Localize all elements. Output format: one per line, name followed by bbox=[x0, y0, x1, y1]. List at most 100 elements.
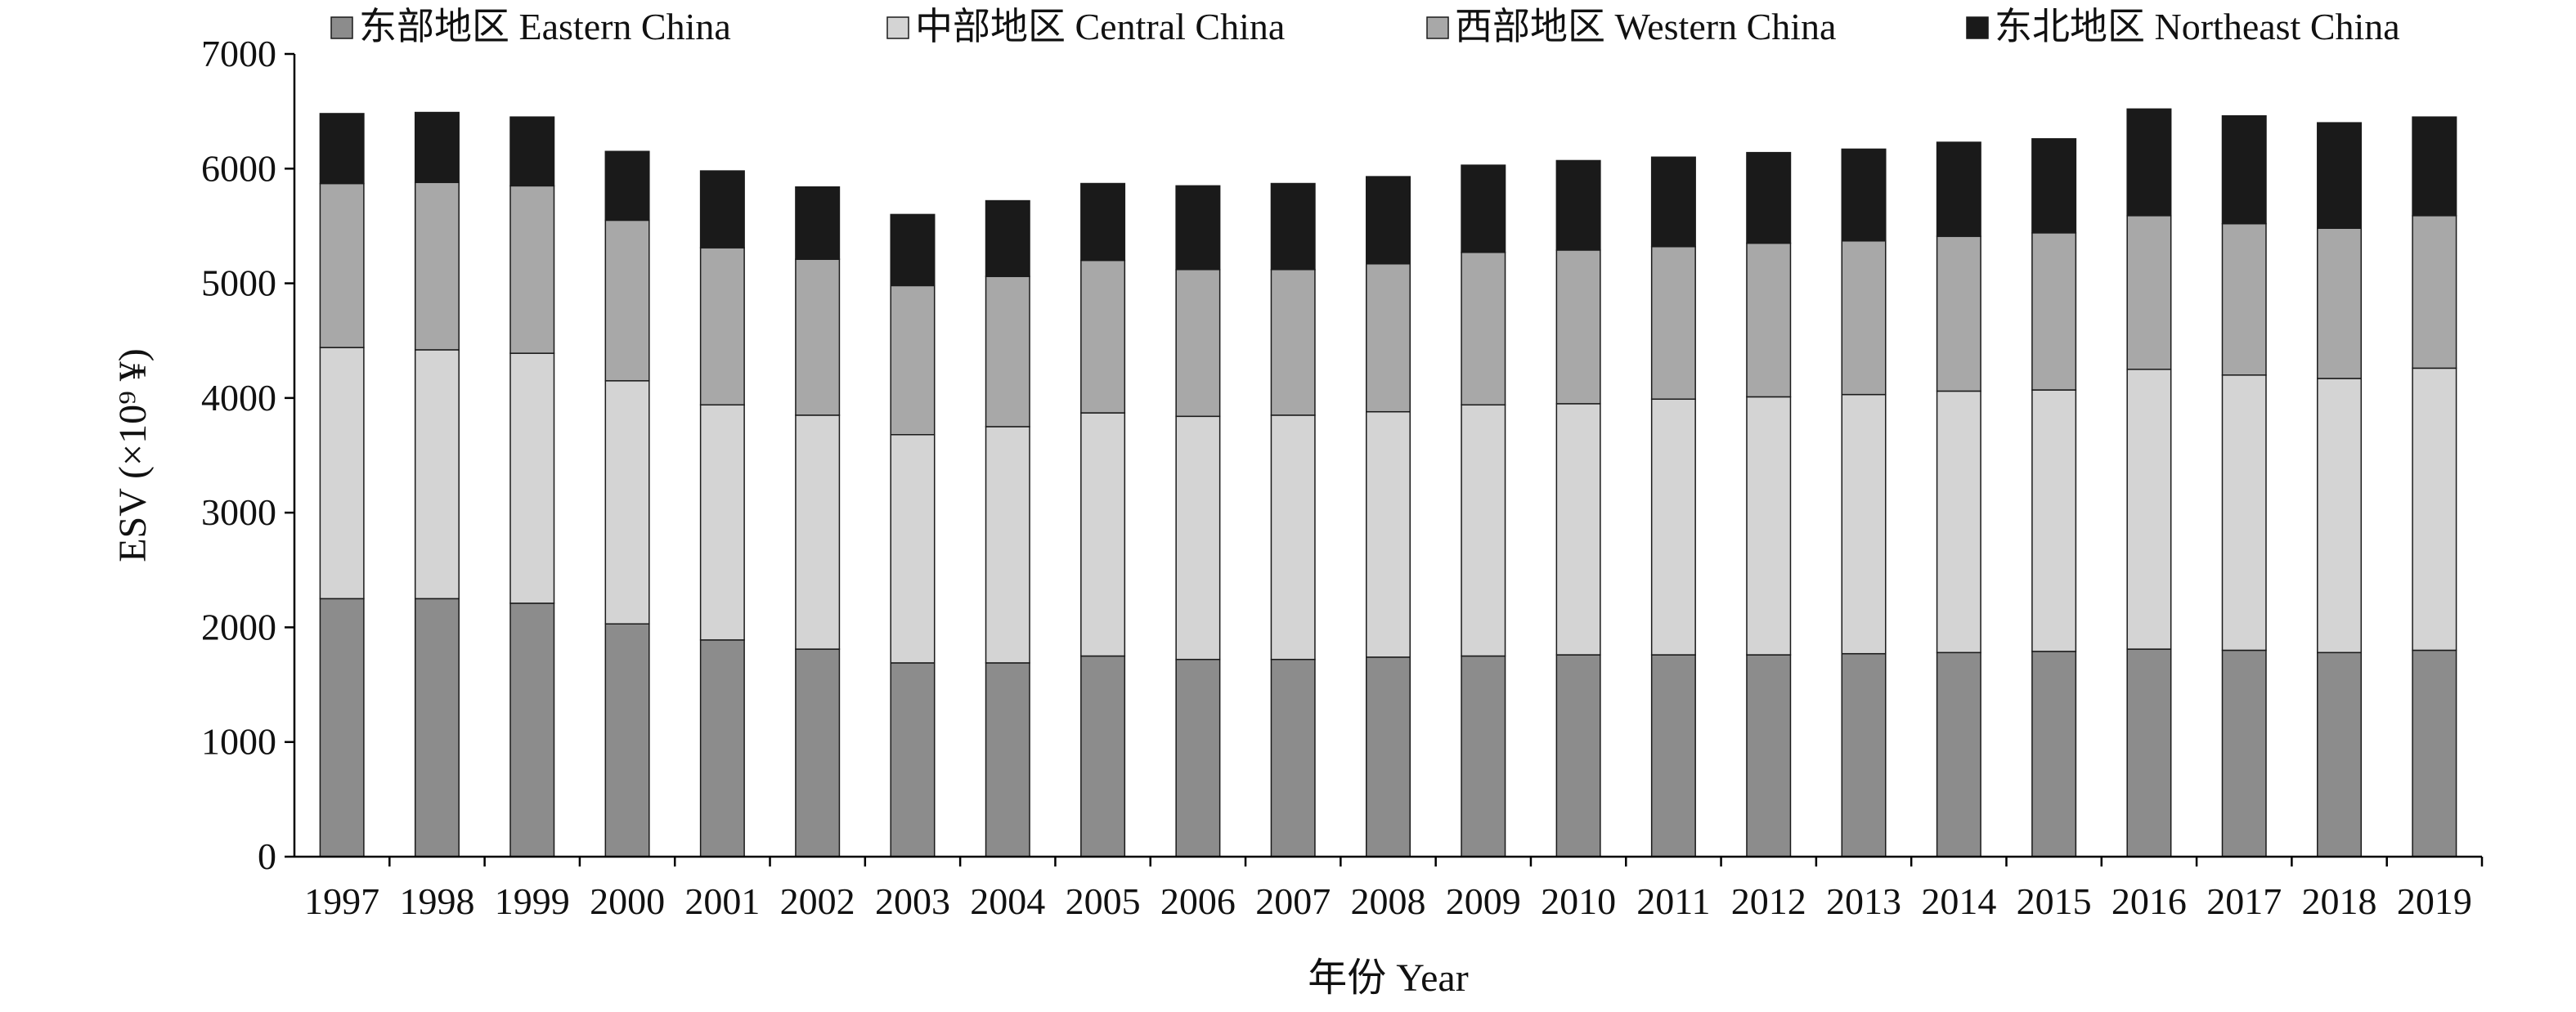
legend: 东部地区 Eastern China 中部地区 Central China 西部地区… bbox=[330, 6, 2400, 47]
bar-segment-1-2017 bbox=[2221, 649, 2267, 858]
x-tick-label-2018: 2018 bbox=[2302, 880, 2377, 922]
x-tick-label-1999: 1999 bbox=[495, 880, 570, 922]
x-tick-label-2004: 2004 bbox=[970, 880, 1045, 922]
bar-segment-1-2006 bbox=[1175, 658, 1221, 858]
x-tick-label-2008: 2008 bbox=[1351, 880, 1426, 922]
bar-segment-2-2009 bbox=[1461, 404, 1506, 657]
x-tick-label-2012: 2012 bbox=[1731, 880, 1806, 922]
bar-segment-2-2004 bbox=[985, 426, 1030, 664]
bar-segment-2-2007 bbox=[1270, 414, 1316, 660]
bar-segment-2-1999 bbox=[509, 352, 555, 604]
bar-segment-2-2005 bbox=[1080, 412, 1126, 657]
bar-segment-3-2004 bbox=[985, 275, 1030, 428]
legend-label-3: 西部地区 Western China bbox=[1455, 6, 1836, 47]
bar-segment-4-1999 bbox=[509, 116, 555, 187]
bar-segment-3-2012 bbox=[1746, 242, 1792, 398]
x-tick-label-2009: 2009 bbox=[1446, 880, 1521, 922]
bar-segment-1-1998 bbox=[414, 598, 460, 858]
y-tick-label: 1000 bbox=[201, 721, 276, 763]
y-tick-label: 4000 bbox=[201, 377, 276, 419]
bar-segment-3-2019 bbox=[2412, 215, 2457, 369]
bar-segment-1-1999 bbox=[509, 602, 555, 858]
bar-segment-1-2007 bbox=[1270, 658, 1316, 858]
bar-segment-1-2004 bbox=[985, 662, 1030, 858]
legend-label-2: 中部地区 Central China bbox=[915, 6, 1285, 47]
bar-segment-2-2012 bbox=[1746, 396, 1792, 656]
bar-segment-2-2013 bbox=[1841, 393, 1887, 655]
bar-segment-3-2010 bbox=[1555, 249, 1601, 405]
bar-segment-3-2007 bbox=[1270, 268, 1316, 416]
bar-segment-4-2014 bbox=[1936, 141, 1981, 237]
x-tick-label-2010: 2010 bbox=[1541, 880, 1616, 922]
y-tick-label: 7000 bbox=[201, 33, 276, 74]
x-tick-label-2011: 2011 bbox=[1636, 880, 1710, 922]
legend-swatch-4 bbox=[1966, 16, 1989, 39]
bar-segment-4-2012 bbox=[1746, 151, 1792, 244]
bar-segment-1-2015 bbox=[2031, 651, 2077, 858]
bar-segment-4-2009 bbox=[1461, 164, 1506, 253]
bar-segment-3-2009 bbox=[1461, 251, 1506, 406]
x-tick-label-2005: 2005 bbox=[1066, 880, 1141, 922]
y-tick-label: 0 bbox=[258, 835, 276, 877]
bar-segment-2-2011 bbox=[1650, 398, 1696, 656]
bar-segment-2-2017 bbox=[2221, 374, 2267, 652]
bar-segment-1-2018 bbox=[2317, 652, 2363, 858]
x-tick-label-2019: 2019 bbox=[2397, 880, 2472, 922]
bar-segment-4-2005 bbox=[1080, 182, 1126, 262]
bar-segment-4-2003 bbox=[890, 213, 936, 287]
bar-segment-1-2012 bbox=[1746, 654, 1792, 858]
x-tick-label-2000: 2000 bbox=[590, 880, 665, 922]
bar-segment-4-2018 bbox=[2317, 122, 2363, 229]
bar-segment-3-2003 bbox=[890, 284, 936, 436]
bar-segment-4-2008 bbox=[1366, 176, 1411, 265]
x-axis-title: 年份 Year bbox=[1308, 956, 1468, 1000]
bar-segment-1-2000 bbox=[604, 623, 650, 858]
y-tick-label: 6000 bbox=[201, 147, 276, 189]
x-tick-label-1997: 1997 bbox=[304, 880, 379, 922]
x-axis-ticks: 1997 1998 1999 2000 2001 2002 2003 2004 2005 2006… bbox=[304, 857, 2484, 922]
bar-segment-2-2000 bbox=[604, 380, 650, 625]
bar-segment-3-1999 bbox=[509, 185, 555, 354]
bar-segment-2-2006 bbox=[1175, 415, 1221, 660]
bar-segment-2-1998 bbox=[414, 349, 460, 600]
bar-segment-2-2019 bbox=[2412, 367, 2457, 652]
bar-segment-2-2008 bbox=[1366, 410, 1411, 658]
bar-segment-3-1997 bbox=[319, 182, 365, 348]
y-tick-label: 2000 bbox=[201, 606, 276, 647]
bar-segment-4-2010 bbox=[1555, 159, 1601, 251]
bar-segment-4-2006 bbox=[1175, 185, 1221, 271]
y-axis-title: ESV (×10⁹ ¥) bbox=[111, 348, 155, 562]
bar-segment-2-2016 bbox=[2126, 369, 2172, 650]
bar-segment-2-2018 bbox=[2317, 378, 2363, 654]
bar-segment-3-2013 bbox=[1841, 240, 1887, 396]
bar-segment-2-2001 bbox=[699, 404, 745, 641]
bar-segment-1-2011 bbox=[1650, 654, 1696, 858]
bar-segment-1-2013 bbox=[1841, 652, 1887, 858]
bar-segment-3-2017 bbox=[2221, 222, 2267, 376]
bar-segment-1-2005 bbox=[1080, 655, 1126, 858]
bar-segment-2-2003 bbox=[890, 433, 936, 664]
bar-segment-1-2003 bbox=[890, 662, 936, 858]
x-tick-label-2014: 2014 bbox=[1921, 880, 1996, 922]
bar-segment-3-2011 bbox=[1650, 245, 1696, 401]
x-tick-label-2001: 2001 bbox=[684, 880, 760, 922]
bar-segment-4-2011 bbox=[1650, 156, 1696, 248]
bar-segment-1-2014 bbox=[1936, 652, 1981, 858]
bar-segment-3-2014 bbox=[1936, 235, 1981, 392]
legend-label-4: 东北地区 Northeast China bbox=[1995, 6, 2400, 47]
bar-segment-1-2010 bbox=[1555, 654, 1601, 858]
bar-segment-3-2008 bbox=[1366, 262, 1411, 413]
bar-segment-4-2019 bbox=[2412, 116, 2457, 217]
bar-segment-4-2013 bbox=[1841, 148, 1887, 242]
legend-label-1: 东部地区 Eastern China bbox=[359, 6, 731, 47]
bar-segment-1-2009 bbox=[1461, 655, 1506, 858]
y-axis-ticks: 0 1000 2000 3000 4000 5000 6000 7000 bbox=[201, 33, 294, 877]
bar-segment-4-2002 bbox=[795, 186, 841, 260]
bar-segment-3-2000 bbox=[604, 219, 650, 382]
bar-segment-1-2001 bbox=[699, 639, 745, 858]
bar-segment-4-2015 bbox=[2031, 138, 2077, 234]
bar-segment-2-2014 bbox=[1936, 390, 1981, 654]
bar-segment-2-2010 bbox=[1555, 403, 1601, 656]
bar-segment-4-2007 bbox=[1270, 182, 1316, 271]
